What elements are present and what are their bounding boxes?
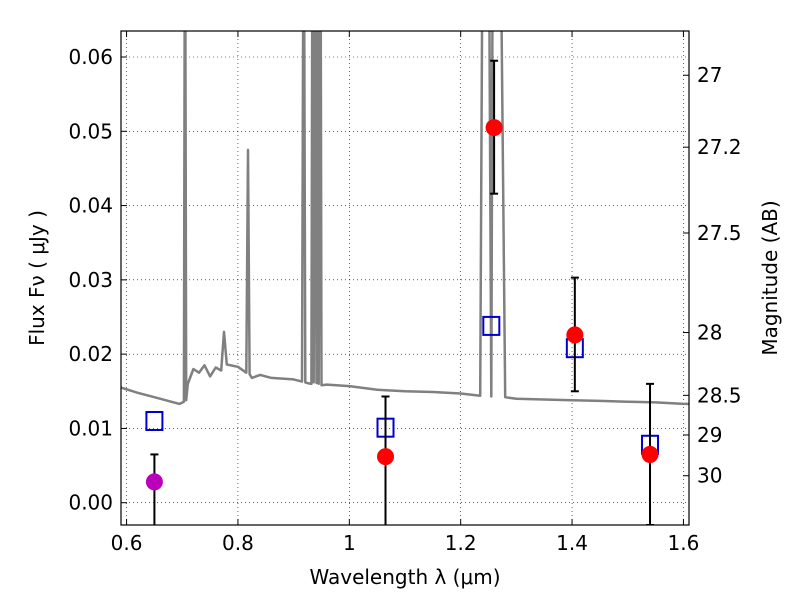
y-axis-title: Flux Fν ( μJy ): [25, 210, 49, 346]
x-tick-label: 0.8: [222, 531, 254, 555]
y-tick-label: 0.03: [68, 268, 113, 292]
observed-photometry-point: [566, 326, 584, 344]
x-tick-label: 1.2: [445, 531, 477, 555]
x-tick-label: 1.4: [556, 531, 588, 555]
y2-tick-label: 28: [697, 321, 722, 345]
observed-photometry-point: [377, 448, 395, 466]
y2-tick-label: 30: [697, 464, 722, 488]
synthetic-photometry-marker: [482, 315, 501, 336]
observed-photometry-point: [145, 473, 163, 491]
y2-tick-label: 27: [697, 63, 722, 87]
x-tick-label: 1: [343, 531, 356, 555]
y2-tick-label: 29: [697, 423, 722, 447]
y2-tick-label: 27.5: [697, 221, 742, 245]
x-tick-label: 1.6: [668, 531, 700, 555]
observed-photometry-point: [485, 119, 503, 137]
synthetic-photometry-marker: [145, 411, 164, 431]
y-tick-label: 0.02: [68, 342, 113, 366]
y-tick-label: 0.05: [68, 119, 113, 143]
model-spectrum-line: [121, 31, 689, 406]
y2-tick-label: 27.2: [697, 135, 742, 159]
y2-axis-title: Magnitude (AB): [758, 200, 782, 355]
grid: [121, 31, 689, 525]
plot-area: [121, 31, 689, 525]
x-tick-label: 0.6: [111, 531, 143, 555]
y2-tick-label: 28.5: [697, 383, 742, 407]
observed-photometry-point: [641, 445, 659, 463]
x-axis-title: Wavelength λ (μm): [309, 565, 500, 589]
y-tick-label: 0.04: [68, 194, 113, 218]
plot-frame: [120, 30, 690, 526]
y-tick-label: 0.06: [68, 45, 113, 69]
y-tick-label: 0.00: [68, 491, 113, 515]
axis-ticks: 0.6 0.8 1 1.2 1.4 1.6 0.00 0.01 0.02 0.03 0.04 0.05…: [68, 31, 742, 555]
y-tick-label: 0.01: [68, 416, 113, 440]
